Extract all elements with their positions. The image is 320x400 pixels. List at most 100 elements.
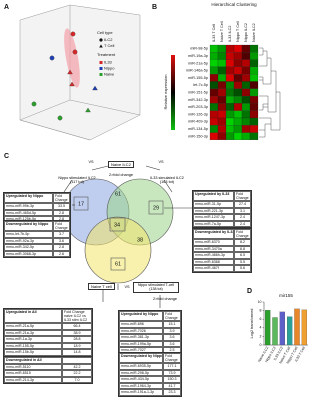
heatmap-cell bbox=[225, 66, 235, 75]
table-cell: mmu-miR-92a-3p bbox=[4, 237, 53, 245]
table-cell: mmu-miR-221-3p bbox=[193, 207, 234, 215]
table-cell: 2.8 bbox=[53, 244, 70, 251]
heatmap-cell bbox=[249, 125, 259, 133]
table-cell: 3.6 bbox=[53, 237, 70, 245]
table-header: Fold Change bbox=[234, 191, 251, 201]
table-cell: mmu-miR-3068-3p bbox=[4, 250, 53, 258]
table: Downregulated by Nippo Fold Change mmu-let… bbox=[3, 220, 71, 259]
table-cell: mmu-miR-3470a bbox=[193, 245, 234, 253]
row-label: miR-126-3p bbox=[188, 112, 208, 116]
table-cell: mmu-miR-342-5p bbox=[4, 244, 53, 251]
table-title: Downregulated in All bbox=[4, 357, 62, 364]
heatmap-cell bbox=[225, 88, 235, 97]
heatmap-cell bbox=[209, 117, 219, 126]
fold-label: 2>fold change bbox=[153, 297, 177, 301]
heatmap-cell bbox=[233, 52, 243, 60]
vs-label: VS bbox=[88, 160, 94, 164]
column-label: Nippo T Cell bbox=[236, 21, 240, 42]
table-header bbox=[62, 357, 92, 364]
panel-label: A bbox=[4, 4, 9, 11]
heatmap-cell bbox=[209, 110, 219, 119]
column-label: Naive T Cell bbox=[220, 21, 224, 42]
heatmap-cell bbox=[241, 103, 251, 111]
heatmap-cell bbox=[241, 52, 251, 60]
group-label: Nippo stimulated ILC2 (117 tot) bbox=[58, 176, 96, 185]
table: Upregulated by Nippo Fold Change mmu-miR-9… bbox=[3, 192, 71, 224]
y-tick-label: 2 bbox=[260, 334, 262, 338]
table-cell: mmu-miR-15b-5p bbox=[4, 349, 62, 356]
heatmap-cell bbox=[209, 44, 219, 53]
venn-count: 61 bbox=[115, 261, 121, 267]
column-label: Nippo ILC2 bbox=[244, 23, 248, 42]
table-title: Upregulated by Nippo bbox=[119, 311, 163, 321]
legend-entry: ILC2 bbox=[104, 37, 113, 42]
column-label: IL33 ILC2 bbox=[228, 26, 232, 42]
row-label: miR-146a-5p bbox=[186, 69, 208, 73]
heatmap-cell bbox=[233, 125, 243, 133]
venn-count: 61 bbox=[115, 191, 121, 197]
table-cell: 73.9 bbox=[163, 369, 181, 377]
heatmap-cell bbox=[209, 59, 219, 67]
bar bbox=[294, 308, 300, 346]
panel-label: B bbox=[152, 4, 157, 11]
group-box: Nippo stimulated T-cell (138 tot) bbox=[133, 282, 179, 293]
heatmap-cell bbox=[249, 81, 259, 89]
table-cell: 66.4 bbox=[62, 323, 92, 330]
table-header: Fold Change naive ILC2 vs IL33 stim ILC2 bbox=[62, 309, 92, 323]
table-cell: mmu-miR-1964-3p bbox=[119, 382, 163, 390]
heatmap-cell bbox=[225, 95, 235, 104]
table-cell: 177.1 bbox=[163, 363, 181, 370]
table-cell: 6.5 bbox=[234, 252, 251, 259]
heatmap-cell bbox=[217, 103, 227, 111]
legend-entry: T Cell bbox=[104, 43, 114, 48]
heatmap-cell bbox=[249, 52, 259, 60]
heatmap-cell bbox=[225, 59, 235, 67]
table-cell: mmu-miR-155-5p bbox=[4, 342, 62, 350]
column-label: IL33 T Cell bbox=[212, 24, 216, 42]
heatmap-cell bbox=[241, 117, 251, 126]
heatmap-cell bbox=[225, 125, 235, 133]
x-tick-label: IL33 ILC2 bbox=[273, 346, 284, 361]
heatmap-cell bbox=[249, 66, 259, 75]
table-header: Fold Change bbox=[53, 193, 70, 203]
dendrogram bbox=[259, 47, 281, 138]
heatmap-cell bbox=[217, 88, 227, 97]
heatmap-cell bbox=[233, 103, 243, 111]
table-cell: mmu-miR-5110 bbox=[4, 363, 62, 371]
y-tick-label: 8 bbox=[260, 309, 262, 313]
heatmap-cell bbox=[249, 132, 259, 141]
heatmap-cell bbox=[241, 88, 251, 97]
vs-label: VS bbox=[158, 160, 164, 164]
table-cell: 27.4 bbox=[234, 201, 251, 208]
group-box: Naive T cell bbox=[88, 283, 115, 290]
heatmap-cell bbox=[217, 95, 227, 104]
heatmap-cell bbox=[233, 81, 243, 89]
table: Downregulated in All mmu-miR-5110 42.2 mmu-… bbox=[3, 356, 93, 385]
table-title: Upregulated by Nippo bbox=[4, 193, 53, 203]
heatmap-cell bbox=[209, 103, 219, 111]
heatmap-cell bbox=[209, 52, 219, 60]
table-cell: mmu-miR-381-3p bbox=[119, 334, 163, 341]
y-tick-label: 0 bbox=[260, 343, 262, 347]
table-header: Fold Change bbox=[163, 353, 181, 363]
heatmap-cell bbox=[241, 74, 251, 82]
table-cell: 18.9 bbox=[62, 342, 92, 350]
table-cell: 7.0 bbox=[62, 376, 92, 384]
heatmap-cell bbox=[233, 117, 243, 126]
heatmap-cell bbox=[233, 74, 243, 82]
table-cell: 42.2 bbox=[62, 363, 92, 371]
table-cell: mmu-miR-434-5p bbox=[119, 376, 163, 383]
heatmap-cell bbox=[241, 59, 251, 67]
table-cell: 3.1 bbox=[234, 207, 251, 215]
table-cell: mmu-miR-6368 bbox=[193, 258, 234, 266]
table-cell: mmu-miR-465d-5p bbox=[4, 209, 53, 217]
table-cell: mmu-miR-21a-5p bbox=[4, 323, 62, 330]
row-label: miR-155-5p bbox=[188, 76, 208, 80]
group-label: IL33 simulated ILC2 (163 tot) bbox=[150, 176, 184, 185]
heatmap-cell bbox=[217, 81, 227, 89]
legend-markers bbox=[99, 38, 103, 76]
heatmap-cell bbox=[209, 132, 219, 141]
legend-title: Treatment bbox=[97, 52, 116, 57]
legend-entry: Nippo bbox=[104, 66, 115, 71]
heatmap-cell bbox=[217, 44, 227, 53]
